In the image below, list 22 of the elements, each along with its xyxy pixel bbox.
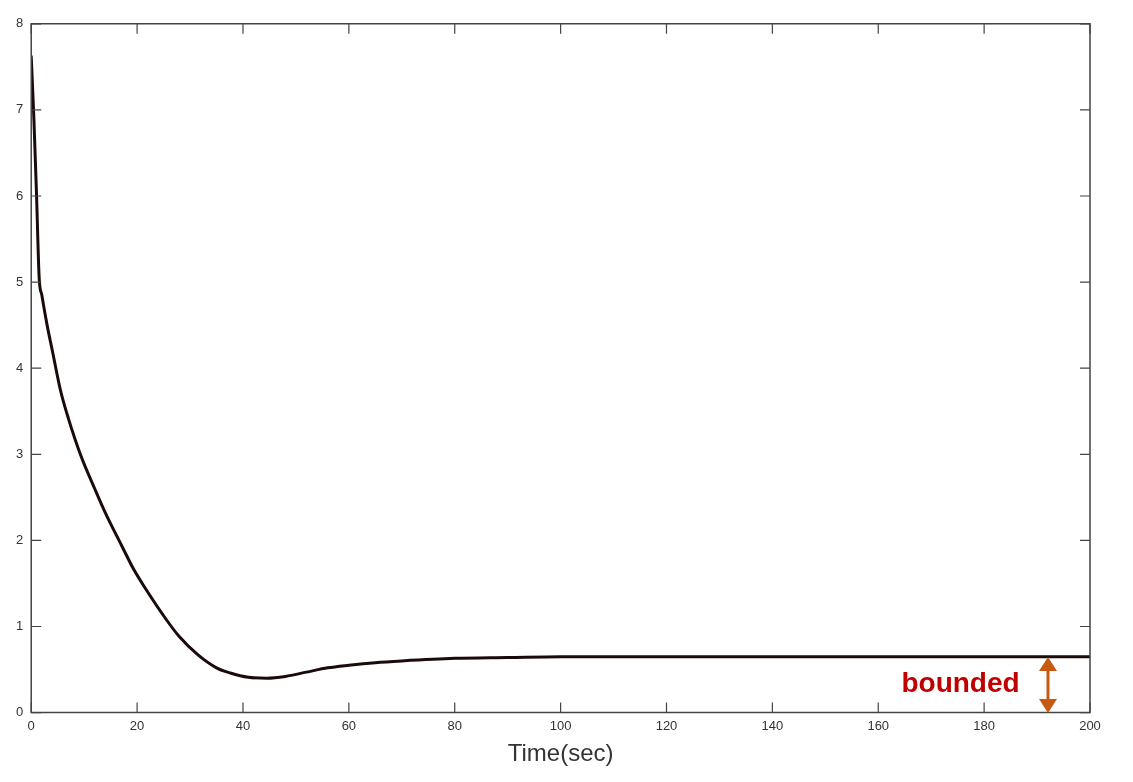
x-tick-label: 80 xyxy=(447,717,462,733)
x-tick-label: 120 xyxy=(655,717,678,733)
y-tick-label: 0 xyxy=(16,704,24,720)
x-tick-label: 60 xyxy=(341,717,357,733)
y-tick-label: 1 xyxy=(16,618,24,634)
x-tick-label: 40 xyxy=(235,717,251,733)
x-tick-label: 100 xyxy=(549,717,572,733)
y-tick-label: 5 xyxy=(16,273,24,289)
x-tick-label: 160 xyxy=(867,717,890,733)
x-tick-label: 0 xyxy=(27,717,35,733)
x-tick-label: 20 xyxy=(129,717,145,733)
y-tick-label: 2 xyxy=(16,531,24,547)
y-tick-label: 8 xyxy=(16,15,24,31)
y-tick-label: 4 xyxy=(16,359,24,375)
x-tick-label: 200 xyxy=(1079,717,1101,733)
y-tick-label: 6 xyxy=(16,187,24,203)
x-tick-label: 140 xyxy=(761,717,784,733)
y-tick-label: 3 xyxy=(16,445,24,461)
annotation: bounded xyxy=(901,667,1020,699)
x-axis-title: Time(sec) xyxy=(507,739,614,767)
y-tick-label: 7 xyxy=(16,101,24,117)
x-tick-label: 180 xyxy=(973,717,995,733)
